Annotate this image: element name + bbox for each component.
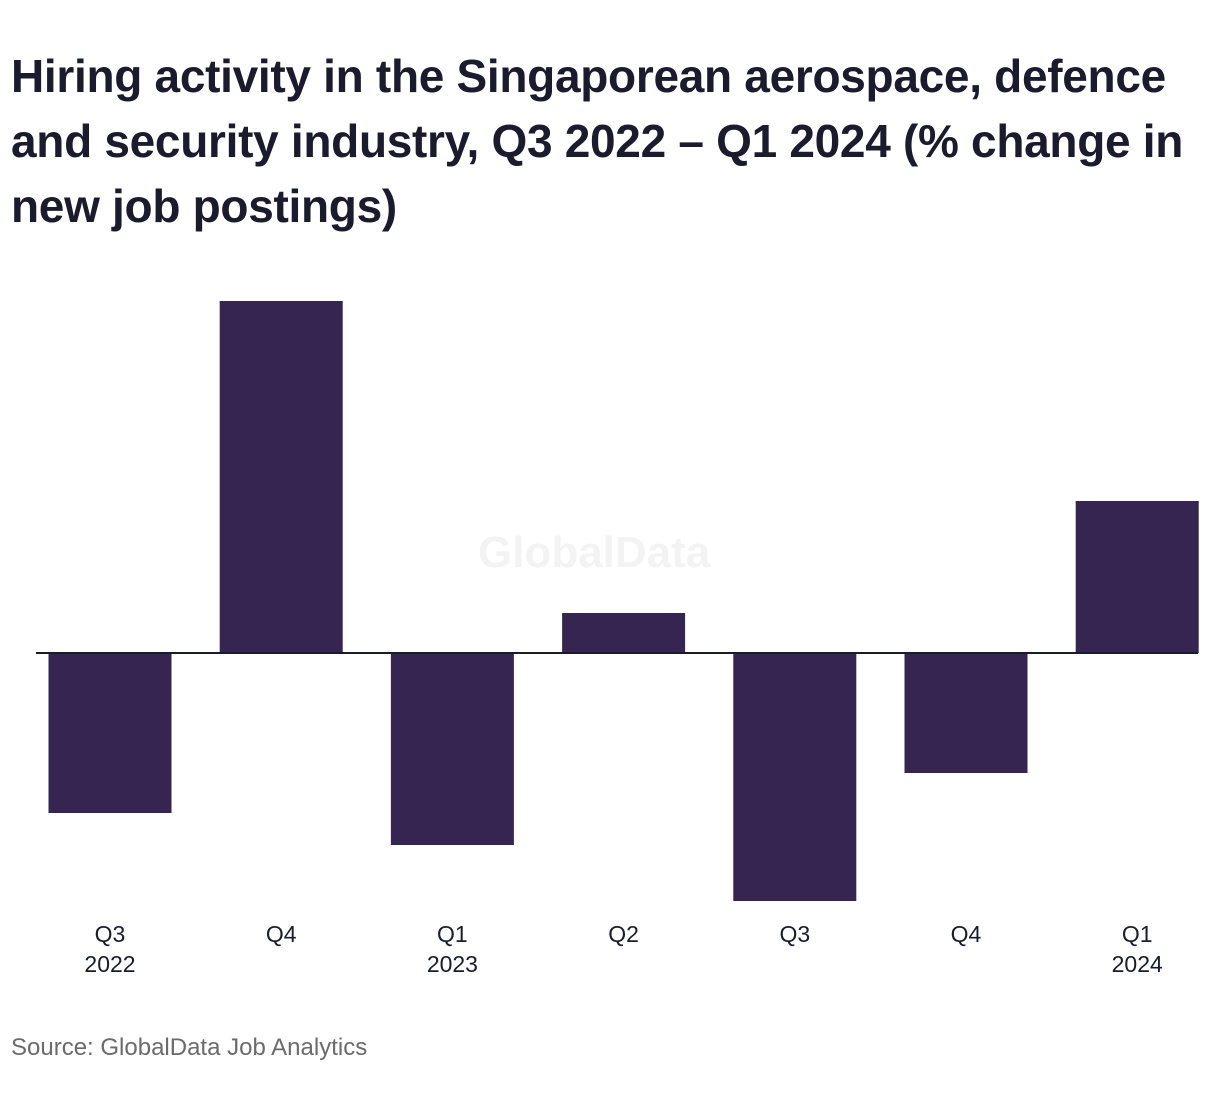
x-tick-quarter-6: Q1 xyxy=(1122,921,1153,947)
x-tick-year-2: 2023 xyxy=(427,951,478,977)
bar-0 xyxy=(48,653,172,813)
x-tick-quarter-5: Q4 xyxy=(951,921,982,947)
x-tick-year-0: 2022 xyxy=(84,951,135,977)
x-tick-year-6: 2024 xyxy=(1112,951,1163,977)
bars-layer xyxy=(48,301,1199,901)
x-tick-quarter-2: Q1 xyxy=(437,921,468,947)
source-note: Source: GlobalData Job Analytics xyxy=(11,1034,368,1061)
bar-3 xyxy=(562,613,686,653)
x-tick-labels: Q3 2022 Q4 Q1 2023 Q2 Q3 Q4 Q1 2024 xyxy=(84,921,1163,977)
x-tick-quarter-4: Q3 xyxy=(779,921,810,947)
bar-1 xyxy=(219,301,343,653)
bar-6 xyxy=(1075,501,1199,653)
x-tick-quarter-0: Q3 xyxy=(95,921,126,947)
bar-5 xyxy=(904,653,1028,773)
chart-title: Hiring activity in the Singaporean aeros… xyxy=(11,50,1184,232)
x-tick-quarter-3: Q2 xyxy=(608,921,639,947)
bar-4 xyxy=(733,653,857,901)
bar-2 xyxy=(390,653,514,845)
x-tick-quarter-1: Q4 xyxy=(266,921,297,947)
